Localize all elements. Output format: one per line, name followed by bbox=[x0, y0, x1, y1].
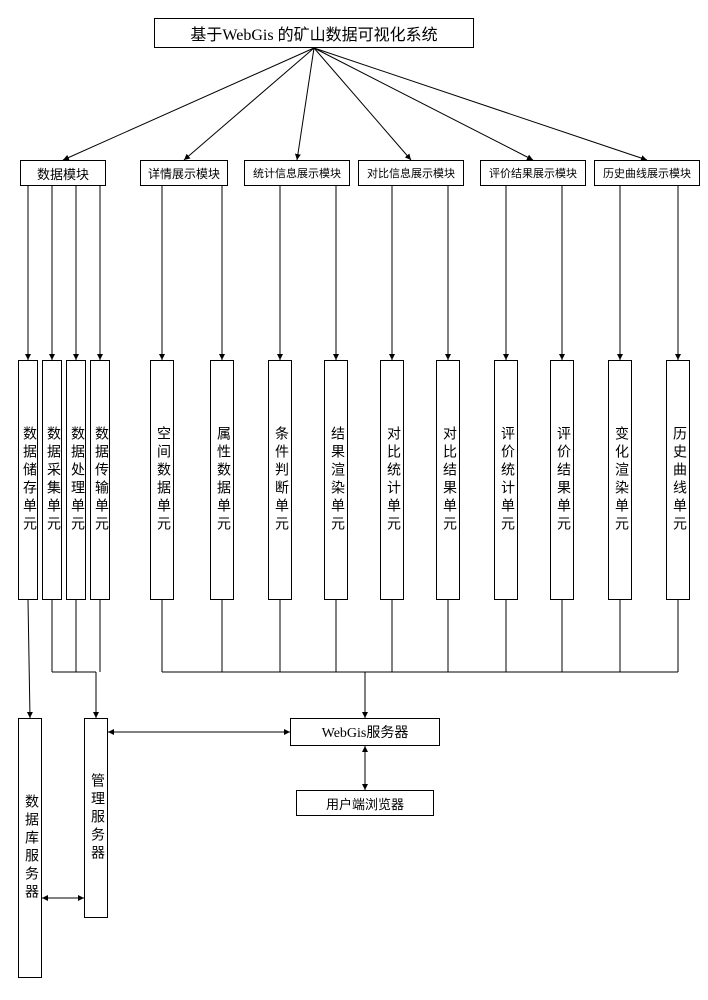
module-box-2: 统计信息展示模块 bbox=[244, 160, 350, 186]
unit-box-2: 数据处理单元 bbox=[66, 360, 86, 600]
module-box-0: 数据模块 bbox=[20, 160, 106, 186]
unit-box-12: 变化渲染单元 bbox=[608, 360, 632, 600]
module-box-5: 历史曲线展示模块 bbox=[594, 160, 700, 186]
unit-box-4: 空间数据单元 bbox=[150, 360, 174, 600]
module-box-3: 对比信息展示模块 bbox=[358, 160, 464, 186]
module-box-1: 详情展示模块 bbox=[140, 160, 228, 186]
module-box-4: 评价结果展示模块 bbox=[480, 160, 586, 186]
db-server-box: 数据库服务器 bbox=[18, 718, 42, 978]
mgmt-server-box: 管理服务器 bbox=[84, 718, 108, 918]
webgis-server-box: WebGis服务器 bbox=[290, 718, 440, 746]
unit-box-13: 历史曲线单元 bbox=[666, 360, 690, 600]
unit-box-0: 数据储存单元 bbox=[18, 360, 38, 600]
unit-box-3: 数据传输单元 bbox=[90, 360, 110, 600]
unit-box-6: 条件判断单元 bbox=[268, 360, 292, 600]
unit-box-11: 评价结果单元 bbox=[550, 360, 574, 600]
unit-box-8: 对比统计单元 bbox=[380, 360, 404, 600]
unit-box-5: 属性数据单元 bbox=[210, 360, 234, 600]
root-box: 基于WebGis 的矿山数据可视化系统 bbox=[154, 18, 474, 48]
unit-box-7: 结果渲染单元 bbox=[324, 360, 348, 600]
unit-box-10: 评价统计单元 bbox=[494, 360, 518, 600]
browser-box: 用户端浏览器 bbox=[296, 790, 434, 816]
unit-box-1: 数据采集单元 bbox=[42, 360, 62, 600]
unit-box-9: 对比结果单元 bbox=[436, 360, 460, 600]
